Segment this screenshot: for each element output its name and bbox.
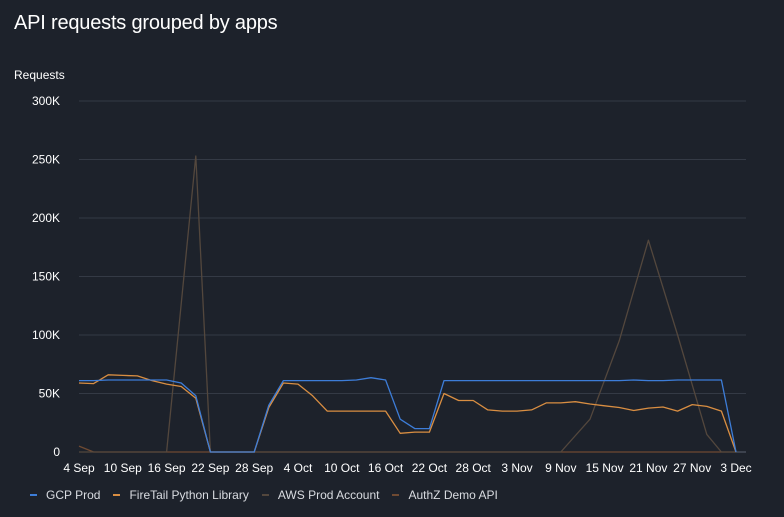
x-tick-label: 22 Sep: [191, 461, 229, 475]
legend-item-aws-prod-account[interactable]: AWS Prod Account: [261, 488, 380, 502]
x-tick-label: 10 Oct: [324, 461, 360, 475]
x-tick-label: 4 Sep: [63, 461, 95, 475]
x-tick-label: 16 Sep: [148, 461, 186, 475]
line-chart: 0 50K 100K 150K 200K 250K 300K 4 Sep 10 Sep 16 S…: [32, 94, 752, 475]
y-tick-label: 300K: [32, 94, 60, 108]
legend-swatch: [113, 494, 121, 496]
gridlines: [79, 100, 746, 453]
x-tick-label: 28 Sep: [235, 461, 273, 475]
x-tick-label: 15 Nov: [586, 461, 624, 475]
x-tick-label: 21 Nov: [629, 461, 667, 475]
legend-item-authz-demo-api[interactable]: AuthZ Demo API: [392, 488, 498, 502]
legend-label: AuthZ Demo API: [408, 488, 498, 502]
legend-label: AWS Prod Account: [277, 488, 380, 502]
legend-label: FireTail Python Library: [129, 488, 249, 502]
x-tick-label: 16 Oct: [368, 461, 404, 475]
y-axis-label: Requests: [14, 68, 65, 82]
legend-item-firetail-python-library[interactable]: FireTail Python Library: [113, 488, 249, 502]
y-tick-label: 0: [53, 445, 60, 459]
y-tick-label: 50K: [39, 387, 60, 401]
y-axis-ticks: 0 50K 100K 150K 200K 250K 300K: [32, 94, 60, 459]
series-lines: [78, 155, 737, 453]
legend-swatch: [392, 494, 400, 496]
chart-title: API requests grouped by apps: [14, 12, 278, 34]
legend-swatch: [30, 494, 37, 496]
x-tick-label: 10 Sep: [104, 461, 142, 475]
series-line-authz-demo-api[interactable]: [78, 445, 736, 453]
x-tick-label: 4 Oct: [284, 461, 313, 475]
x-tick-label: 3 Dec: [720, 461, 751, 475]
y-tick-label: 100K: [32, 328, 60, 342]
x-tick-label: 28 Oct: [456, 461, 492, 475]
series-line-aws-prod-account[interactable]: [79, 155, 736, 453]
x-axis-ticks: 4 Sep 10 Sep 16 Sep 22 Sep 28 Sep 4 Oct 10 Oct…: [63, 461, 751, 475]
y-tick-label: 250K: [32, 153, 60, 167]
legend-label: GCP Prod: [46, 488, 101, 502]
x-tick-label: 9 Nov: [545, 461, 576, 475]
series-line-gcp-prod[interactable]: [79, 377, 737, 453]
legend: GCP Prod FireTail Python Library AWS Prod …: [30, 488, 511, 502]
y-tick-label: 200K: [32, 211, 60, 225]
y-tick-label: 150K: [32, 270, 60, 284]
legend-swatch: [261, 494, 269, 496]
x-tick-label: 27 Nov: [673, 461, 711, 475]
series-line-firetail-python-library[interactable]: [78, 374, 737, 453]
legend-item-gcp-prod[interactable]: GCP Prod: [30, 488, 100, 502]
x-tick-label: 3 Nov: [501, 461, 532, 475]
x-tick-label: 22 Oct: [412, 461, 448, 475]
